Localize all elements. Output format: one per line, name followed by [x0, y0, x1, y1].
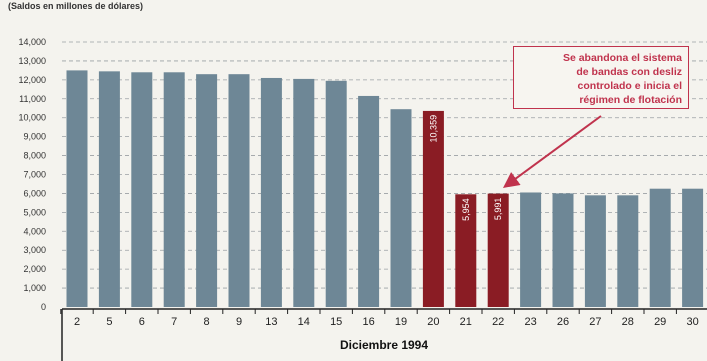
- y-tick-label: 10,000: [18, 113, 46, 123]
- bar-day-15: [325, 80, 347, 307]
- y-tick-label: 12,000: [18, 75, 46, 85]
- data-labels: 10,359 5,954 5,991: [428, 115, 503, 221]
- x-tick-label: 5: [106, 316, 112, 328]
- bar-day-30: [682, 188, 704, 307]
- bar-day-6: [131, 72, 153, 308]
- bars: [66, 70, 704, 308]
- y-tick-label: 13,000: [18, 56, 46, 66]
- bar-day-8: [196, 74, 218, 307]
- bar-day-22: [487, 193, 509, 307]
- x-axis: 2 5 6 7 8 9 13 14 15 16 19 20 21 22 23 26 27 28 29 30: [60, 308, 707, 361]
- data-label-day-22: 5,991: [493, 198, 503, 221]
- x-tick-label: 23: [524, 316, 536, 328]
- x-tick-label: 14: [298, 316, 310, 328]
- y-tick-label: 3,000: [23, 245, 46, 255]
- bar-day-5: [98, 71, 120, 307]
- x-tick-label: 27: [589, 316, 601, 328]
- x-tick-label: 7: [171, 316, 177, 328]
- bar-day-14: [293, 78, 315, 308]
- bar-day-28: [617, 195, 639, 307]
- x-tick-label: 6: [139, 316, 145, 328]
- x-tick-label: 15: [330, 316, 342, 328]
- y-tick-label: 2,000: [23, 264, 46, 274]
- bar-day-19: [390, 109, 412, 307]
- x-tick-label: 2: [74, 316, 80, 328]
- bar-day-23: [520, 192, 542, 307]
- y-tick-label: 11,000: [19, 94, 46, 104]
- y-tick-label: 6,000: [23, 188, 46, 198]
- x-tick-label: 26: [557, 316, 569, 328]
- bar-day-29: [649, 188, 671, 307]
- y-tick-label: 5,000: [23, 207, 46, 217]
- x-tick-label: 21: [460, 316, 472, 328]
- x-tick-label: 30: [686, 316, 698, 328]
- bar-day-16: [358, 95, 380, 307]
- bar-day-2: [66, 70, 88, 308]
- bar-day-9: [228, 74, 250, 307]
- x-tick-label: 8: [204, 316, 210, 328]
- x-tick-label: 16: [362, 316, 374, 328]
- y-tick-label: 0: [41, 302, 46, 312]
- annotation-arrow: [502, 115, 602, 188]
- x-tick-label: 22: [492, 316, 504, 328]
- y-axis-ticks: 14,000 13,000 12,000 11,000 10,000 9,000 8,000…: [18, 37, 46, 312]
- x-tick-label: 13: [265, 316, 277, 328]
- bar-day-13: [260, 77, 282, 307]
- x-tick-label: 19: [395, 316, 407, 328]
- data-label-day-21: 5,954: [461, 198, 471, 221]
- bar-day-27: [584, 195, 606, 307]
- y-tick-label: 7,000: [23, 170, 46, 180]
- y-tick-label: 1,000: [23, 283, 46, 293]
- x-tick-label: 28: [622, 316, 634, 328]
- y-tick-label: 4,000: [23, 226, 46, 236]
- y-tick-label: 9,000: [23, 132, 46, 142]
- bar-day-7: [163, 72, 185, 308]
- y-tick-label: 14,000: [18, 37, 46, 47]
- x-tick-label: 9: [236, 316, 242, 328]
- chart-subtitle: (Saldos en millones de dólares): [8, 1, 144, 11]
- y-tick-label: 8,000: [23, 151, 46, 161]
- bar-day-26: [552, 193, 574, 307]
- bar-day-21: [455, 194, 477, 307]
- x-tick-label: 20: [427, 316, 439, 328]
- bar-day-20: [422, 110, 444, 307]
- annotation-box: Se abandona el sistema de bandas con des…: [513, 46, 689, 109]
- data-label-day-20: 10,359: [428, 115, 438, 143]
- x-tick-label: 29: [654, 316, 666, 328]
- x-axis-label: Diciembre 1994: [340, 338, 428, 352]
